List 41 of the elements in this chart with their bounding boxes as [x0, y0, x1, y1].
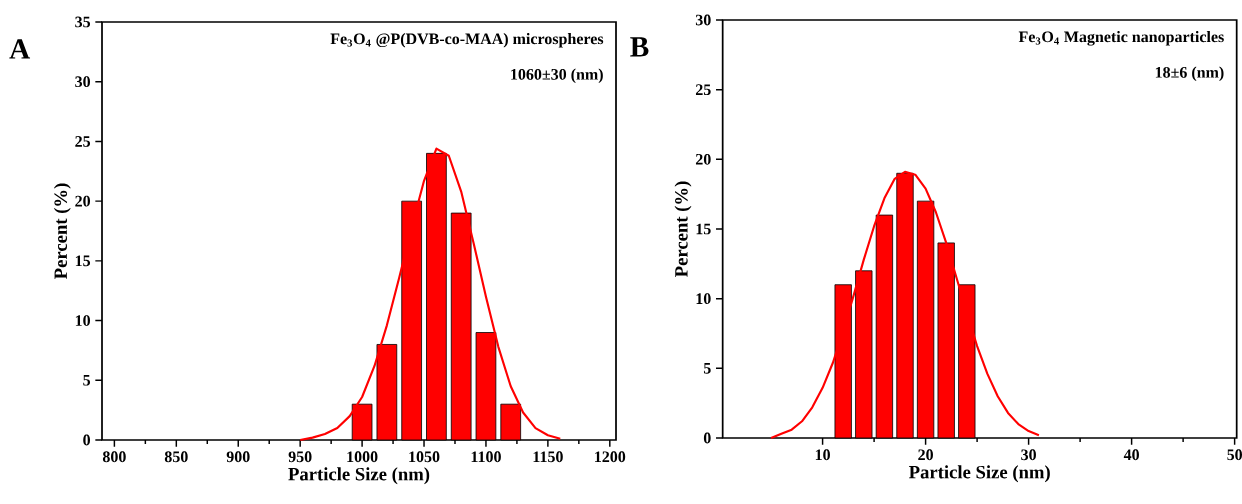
y-tick-label: 15	[696, 223, 711, 235]
chart-title: B	[630, 37, 649, 57]
x-tick-label: 10	[815, 449, 830, 461]
annotation: 1060±30 (nm)	[511, 68, 603, 84]
y-tick-label: 5	[83, 374, 91, 386]
x-tick-label: 800	[102, 451, 126, 463]
x-axis-title: Particle Size (nm)	[288, 467, 430, 485]
y-tick-label: 0	[703, 432, 711, 444]
x-tick-label: 1150	[533, 451, 563, 463]
x-tick-label: 850	[164, 451, 188, 463]
line-series	[770, 170, 1040, 440]
annotation: Fe$_{3}$O$_{4}$ Magnetic nanoparticles	[1018, 30, 1224, 46]
y-tick-label: 35	[75, 16, 91, 28]
y-tick-label: 25	[695, 84, 711, 96]
y-tick-label: 20	[75, 195, 91, 207]
y-tick-label: 10	[75, 315, 91, 326]
x-tick-label: 1000	[347, 451, 378, 463]
y-tick-label: 0	[83, 434, 91, 446]
y-tick-label: 5	[703, 363, 711, 374]
x-tick-label: 30	[1021, 449, 1036, 461]
x-tick-label: 900	[226, 451, 250, 463]
chart-title: A	[9, 39, 31, 59]
y-tick-label: 10	[696, 293, 711, 305]
x-tick-label: 1200	[595, 451, 626, 463]
x-axis-title: Particle Size (nm)	[908, 465, 1050, 483]
x-tick-label: 950	[288, 451, 312, 463]
x-tick-label: 50	[1227, 449, 1242, 461]
x-tick-label: 20	[918, 449, 933, 461]
y-tick-label: 30	[695, 14, 711, 26]
line-series	[299, 147, 562, 442]
x-tick-label: 1100	[471, 451, 501, 463]
y-tick-label: 20	[695, 153, 711, 165]
y-tick-label: 30	[75, 76, 91, 88]
annotation: 18±6 (nm)	[1155, 66, 1224, 82]
y-axis-title: Percent (%)	[674, 181, 692, 277]
y-tick-label: 25	[75, 136, 91, 147]
y-tick-label: 15	[75, 255, 91, 267]
x-tick-label: 40	[1123, 449, 1139, 461]
x-tick-label: 1050	[409, 451, 440, 463]
annotation: Fe$_{3}$O$_{4}$ @P(DVB-co-MAA) microspheres	[330, 32, 604, 48]
y-axis-title: Percent (%)	[53, 183, 71, 279]
